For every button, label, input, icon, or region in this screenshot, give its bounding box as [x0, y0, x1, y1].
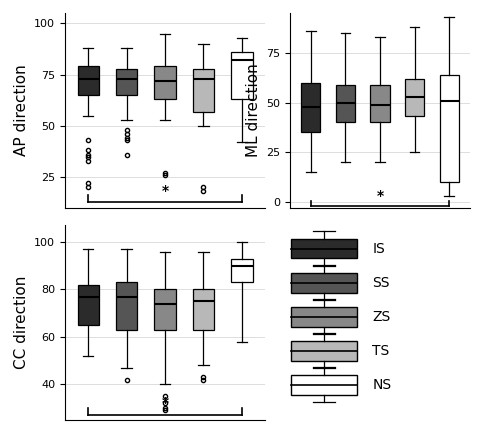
PathPatch shape	[232, 52, 252, 99]
Y-axis label: AP direction: AP direction	[14, 65, 28, 156]
PathPatch shape	[405, 79, 424, 116]
Text: *: *	[162, 183, 168, 198]
Text: SS: SS	[372, 276, 390, 290]
Text: *: *	[376, 189, 384, 203]
Text: *: *	[162, 396, 168, 411]
PathPatch shape	[370, 85, 390, 122]
PathPatch shape	[154, 66, 176, 99]
Bar	[291, 307, 357, 327]
PathPatch shape	[301, 83, 320, 132]
PathPatch shape	[154, 290, 176, 330]
Bar	[291, 273, 357, 293]
PathPatch shape	[193, 69, 214, 111]
Text: IS: IS	[372, 242, 385, 256]
Bar	[291, 239, 357, 259]
PathPatch shape	[78, 285, 98, 325]
PathPatch shape	[116, 69, 137, 95]
Bar	[291, 341, 357, 361]
Y-axis label: ML direction: ML direction	[246, 64, 260, 157]
Y-axis label: CC direction: CC direction	[14, 276, 28, 370]
Bar	[291, 375, 357, 395]
PathPatch shape	[440, 75, 459, 182]
Text: NS: NS	[372, 378, 392, 392]
PathPatch shape	[232, 259, 252, 282]
PathPatch shape	[116, 282, 137, 330]
PathPatch shape	[336, 85, 355, 122]
Text: TS: TS	[372, 344, 390, 358]
Text: ZS: ZS	[372, 310, 390, 324]
PathPatch shape	[193, 290, 214, 330]
PathPatch shape	[78, 66, 98, 95]
